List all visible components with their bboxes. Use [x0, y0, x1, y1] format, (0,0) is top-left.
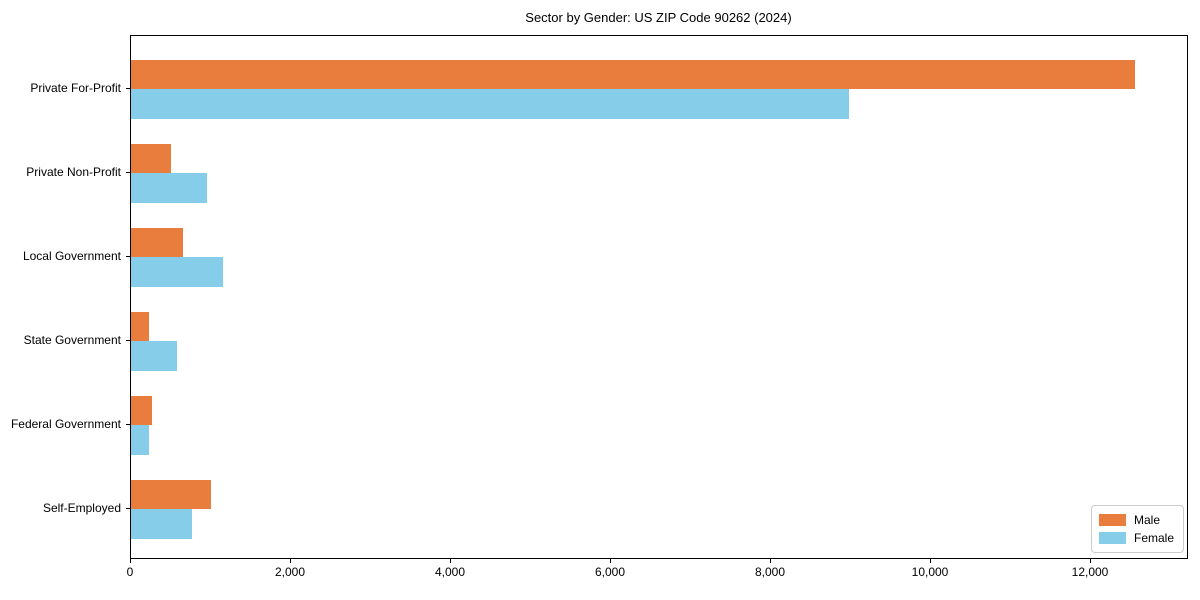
x-tick-label: 10,000 [911, 565, 949, 579]
female-bar [131, 257, 224, 287]
x-tick-mark [770, 559, 771, 563]
y-tick-label: Private Non-Profit [26, 165, 121, 179]
y-tick-label: Private For-Profit [30, 81, 121, 95]
female-swatch [1098, 532, 1126, 544]
legend-label-female: Female [1133, 531, 1174, 545]
male-bar [131, 59, 1135, 89]
legend-item-female: Female [1098, 529, 1174, 547]
x-tick-mark [1090, 559, 1091, 563]
y-tick-mark [126, 256, 130, 257]
x-tick-label: 2,000 [274, 565, 306, 579]
y-tick-mark [126, 508, 130, 509]
female-bar [131, 341, 177, 371]
male-bar [131, 227, 183, 257]
y-tick-mark [126, 172, 130, 173]
x-tick-label: 0 [126, 565, 134, 579]
x-tick-mark [450, 559, 451, 563]
male-swatch [1098, 514, 1126, 526]
male-bar [131, 143, 171, 173]
legend-label-male: Male [1133, 513, 1160, 527]
y-tick-label: Self-Employed [42, 501, 121, 515]
legend-item-male: Male [1098, 511, 1174, 529]
legend: Male Female [1090, 505, 1184, 553]
x-tick-mark [610, 559, 611, 563]
chart-title: Sector by Gender: US ZIP Code 90262 (202… [525, 10, 792, 25]
x-tick-label: 6,000 [594, 565, 626, 579]
y-tick-mark [126, 340, 130, 341]
female-bar [131, 173, 207, 203]
y-tick-label: Federal Government [10, 417, 121, 431]
female-bar [131, 89, 849, 119]
x-tick-label: 12,000 [1071, 565, 1109, 579]
y-tick-label: State Government [23, 333, 121, 347]
y-tick-mark [126, 88, 130, 89]
x-tick-mark [130, 559, 131, 563]
male-bar [131, 479, 211, 509]
y-tick-label: Local Government [22, 249, 121, 263]
x-tick-mark [290, 559, 291, 563]
plot-area: Male Female [130, 35, 1188, 559]
y-tick-mark [126, 424, 130, 425]
x-tick-label: 8,000 [754, 565, 786, 579]
male-bar [131, 395, 153, 425]
male-bar [131, 311, 150, 341]
female-bar [131, 425, 149, 455]
female-bar [131, 509, 192, 539]
x-tick-mark [930, 559, 931, 563]
x-tick-label: 4,000 [434, 565, 466, 579]
